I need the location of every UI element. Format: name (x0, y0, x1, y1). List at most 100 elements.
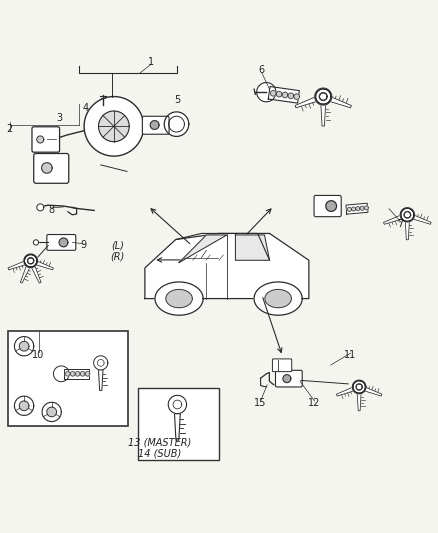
Polygon shape (24, 254, 38, 268)
Text: (R): (R) (110, 252, 124, 261)
Polygon shape (42, 402, 61, 422)
FancyBboxPatch shape (276, 370, 302, 387)
Polygon shape (405, 221, 410, 240)
Polygon shape (71, 372, 75, 376)
Polygon shape (166, 289, 192, 308)
Polygon shape (401, 208, 414, 221)
Text: 7: 7 (398, 219, 404, 229)
Text: 10: 10 (32, 350, 45, 360)
Polygon shape (271, 91, 276, 96)
Polygon shape (31, 265, 41, 283)
Text: 5: 5 (174, 95, 180, 105)
Polygon shape (353, 381, 365, 393)
Polygon shape (353, 381, 365, 393)
Text: 6: 6 (259, 65, 265, 75)
Polygon shape (401, 208, 414, 221)
Polygon shape (20, 265, 30, 283)
Polygon shape (14, 336, 34, 356)
Polygon shape (19, 401, 29, 410)
Polygon shape (364, 206, 368, 210)
Polygon shape (36, 261, 53, 270)
Polygon shape (352, 380, 366, 394)
Polygon shape (14, 396, 34, 415)
Text: 14 (SUB): 14 (SUB) (138, 449, 181, 459)
Polygon shape (64, 368, 89, 379)
Text: 13 (MASTER): 13 (MASTER) (128, 438, 191, 448)
Polygon shape (401, 208, 414, 221)
Polygon shape (47, 407, 57, 417)
Polygon shape (42, 163, 52, 173)
Polygon shape (353, 381, 365, 393)
Text: 2: 2 (7, 124, 13, 134)
Polygon shape (257, 83, 276, 102)
FancyBboxPatch shape (272, 359, 292, 372)
Polygon shape (276, 91, 282, 97)
Polygon shape (283, 375, 291, 383)
Polygon shape (336, 387, 354, 396)
Text: 15: 15 (254, 398, 267, 408)
Text: 4: 4 (82, 103, 88, 113)
FancyBboxPatch shape (314, 196, 341, 217)
Polygon shape (59, 238, 68, 247)
Polygon shape (346, 203, 368, 214)
Polygon shape (316, 89, 331, 104)
Polygon shape (75, 372, 80, 376)
Polygon shape (347, 207, 351, 212)
Polygon shape (356, 207, 360, 211)
Polygon shape (268, 86, 299, 103)
Text: 11: 11 (344, 350, 357, 360)
Polygon shape (174, 414, 180, 440)
Text: 1: 1 (148, 57, 154, 67)
Polygon shape (329, 97, 351, 108)
Polygon shape (37, 136, 44, 143)
Polygon shape (265, 289, 291, 308)
Polygon shape (65, 372, 70, 376)
Polygon shape (236, 235, 269, 260)
Polygon shape (384, 215, 402, 224)
Polygon shape (150, 120, 159, 130)
Polygon shape (19, 342, 29, 351)
Polygon shape (37, 204, 44, 211)
Polygon shape (316, 89, 331, 104)
Polygon shape (25, 255, 37, 267)
Text: 9: 9 (80, 240, 86, 251)
Polygon shape (321, 104, 325, 126)
Polygon shape (99, 370, 103, 390)
Polygon shape (288, 93, 293, 99)
Text: (L): (L) (111, 240, 124, 251)
Polygon shape (413, 215, 431, 224)
Bar (8, 331, 128, 426)
FancyBboxPatch shape (32, 127, 60, 152)
Polygon shape (84, 96, 144, 156)
Polygon shape (85, 372, 90, 376)
Polygon shape (294, 94, 300, 99)
Polygon shape (254, 282, 302, 315)
FancyBboxPatch shape (142, 116, 169, 134)
Polygon shape (80, 372, 85, 376)
Polygon shape (25, 255, 37, 267)
FancyBboxPatch shape (47, 235, 76, 251)
Polygon shape (295, 97, 317, 108)
Polygon shape (155, 282, 203, 315)
Text: 12: 12 (308, 398, 321, 408)
Polygon shape (164, 112, 189, 136)
Polygon shape (33, 240, 39, 245)
Polygon shape (99, 111, 129, 142)
Text: 3: 3 (56, 114, 62, 124)
Polygon shape (53, 366, 69, 382)
Bar (138, 388, 219, 460)
Polygon shape (364, 387, 382, 396)
Polygon shape (25, 255, 37, 267)
Polygon shape (25, 255, 37, 267)
Polygon shape (179, 235, 227, 263)
Polygon shape (168, 395, 187, 414)
Polygon shape (316, 89, 331, 104)
Polygon shape (8, 261, 25, 270)
FancyBboxPatch shape (34, 154, 69, 183)
Polygon shape (357, 393, 361, 411)
Polygon shape (145, 233, 309, 298)
Polygon shape (282, 92, 288, 98)
Polygon shape (315, 88, 332, 105)
Polygon shape (94, 356, 108, 370)
Polygon shape (326, 201, 336, 212)
